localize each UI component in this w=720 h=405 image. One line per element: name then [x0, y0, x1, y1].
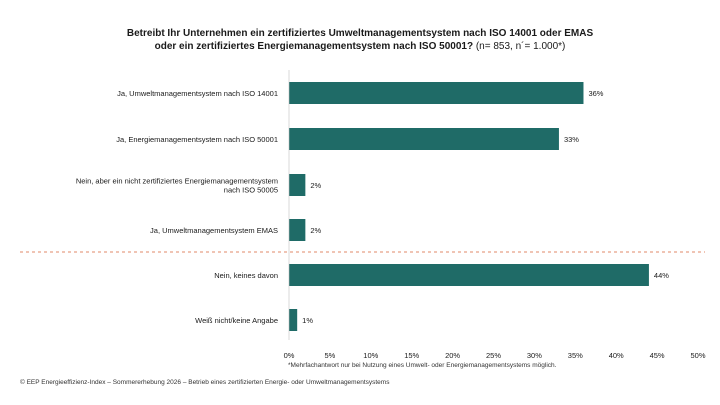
bar [289, 174, 306, 196]
x-tick-label: 5% [324, 351, 335, 360]
category-label: Weiß nicht/keine Angabe [195, 316, 278, 325]
bar [289, 128, 559, 150]
chart-title: Betreibt Ihr Unternehmen ein zertifizier… [0, 27, 720, 53]
x-tick-label: 25% [486, 351, 501, 360]
category-label: Ja, Umweltmanagementsystem nach ISO 1400… [117, 89, 278, 98]
bar [289, 309, 298, 331]
x-tick-label: 40% [609, 351, 624, 360]
category-label: Nein, keines davon [214, 271, 278, 280]
x-tick-label: 20% [445, 351, 460, 360]
bar [289, 82, 584, 104]
category-label: Ja, Umweltmanagementsystem EMAS [150, 226, 278, 235]
value-label: 2% [310, 226, 321, 235]
x-tick-label: 45% [650, 351, 665, 360]
x-tick-label: 0% [284, 351, 295, 360]
footnote: *Mehrfachantwort nur bei Nutzung eines U… [288, 362, 557, 369]
title-line-2-bold: oder ein zertifiziertes Energiemanagemen… [154, 41, 474, 52]
value-label: 2% [310, 181, 321, 190]
category-label: Ja, Energiemanagementsystem nach ISO 500… [116, 135, 278, 144]
value-label: 44% [654, 271, 669, 280]
title-line-2: oder ein zertifiziertes Energiemanagemen… [0, 40, 720, 53]
value-label: 33% [564, 135, 579, 144]
x-tick-label: 10% [363, 351, 378, 360]
title-line-1: Betreibt Ihr Unternehmen ein zertifizier… [126, 28, 594, 39]
value-label: 1% [302, 316, 313, 325]
category-label: Nein, aber ein nicht zertifiziertes Ener… [76, 177, 278, 195]
x-tick-label: 50% [690, 351, 705, 360]
x-tick-label: 30% [527, 351, 542, 360]
x-tick-label: 15% [404, 351, 419, 360]
bar [289, 264, 649, 286]
title-sample-size: (n= 853, n´= 1.000*) [473, 41, 566, 52]
bar [289, 219, 306, 241]
x-tick-label: 35% [568, 351, 583, 360]
value-label: 36% [588, 89, 603, 98]
copyright: © EEP Energieeffizienz-Index – Sommererh… [20, 379, 390, 386]
